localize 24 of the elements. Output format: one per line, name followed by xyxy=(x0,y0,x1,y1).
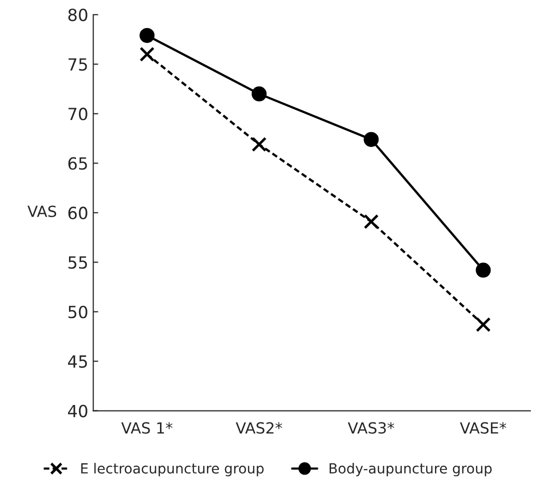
legend-label: Body-aupuncture group xyxy=(330,462,492,476)
point xyxy=(476,262,491,278)
y-tick-label: 50 xyxy=(68,306,88,318)
point xyxy=(476,317,491,332)
y-tick-label: 55 xyxy=(68,256,87,269)
x-tick-label: VASE* xyxy=(460,422,506,434)
y-axis-title: VAS xyxy=(28,206,56,218)
y-tick-label: 65 xyxy=(68,157,87,170)
point xyxy=(140,28,155,43)
point xyxy=(364,132,379,147)
x-tick-label: VAS2* xyxy=(236,422,282,434)
y-tick-label: 75 xyxy=(68,58,87,71)
x-tick-label: VAS 1* xyxy=(121,422,173,434)
x-tick-label: VAS3* xyxy=(348,422,394,434)
point xyxy=(364,214,379,230)
legend-label: E lectroacupuncture group xyxy=(81,462,264,476)
y-tick-label: 60 xyxy=(68,206,88,220)
y-tick-label: 70 xyxy=(68,108,88,120)
y-tick-label: 45 xyxy=(68,355,87,368)
point xyxy=(252,136,267,152)
y-tick-label: 40 xyxy=(68,404,88,418)
point xyxy=(140,46,155,62)
point xyxy=(252,86,267,102)
y-tick-label: 80 xyxy=(68,8,88,22)
